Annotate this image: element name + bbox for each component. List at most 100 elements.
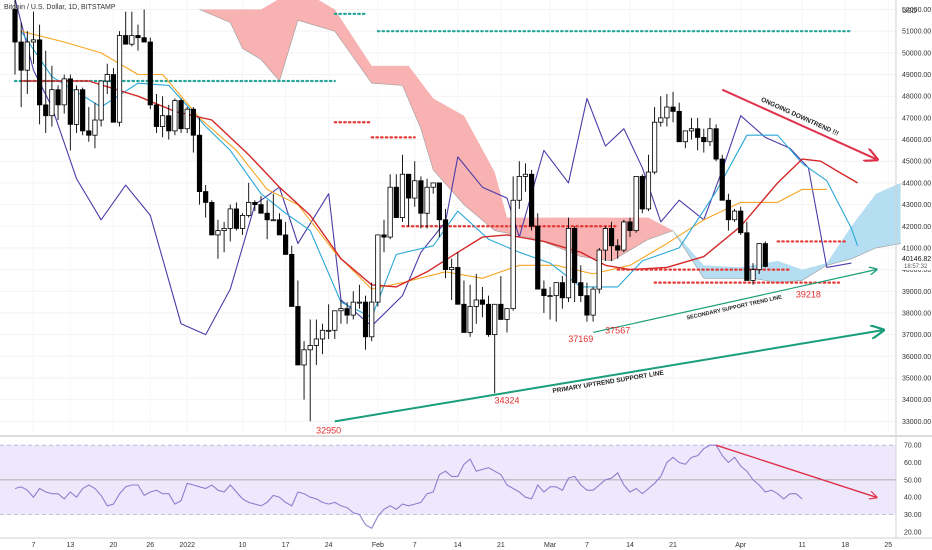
candle — [86, 107, 92, 142]
bearish-candle-body — [670, 106, 676, 112]
time-tick-label: 7 — [31, 542, 35, 549]
purple-indicator-line — [14, 0, 852, 336]
candle — [239, 213, 246, 235]
price-axis[interactable]: 33000.00 34000.00 35000.00 36000.00 37000.00… — [902, 7, 931, 426]
bullish-candle-body — [221, 228, 227, 231]
candle — [547, 286, 553, 320]
bearish-candle-body — [86, 130, 92, 136]
candle — [110, 68, 116, 123]
candle — [608, 221, 615, 261]
price-tick-label: 39000.00 — [902, 289, 931, 296]
bearish-candle-body — [461, 303, 467, 333]
candle — [246, 182, 252, 218]
price-tick-label: 42000.00 — [902, 224, 931, 231]
time-tick-label: 20 — [110, 542, 118, 549]
rsi-tick-label: 70.00 — [904, 443, 922, 450]
time-axis[interactable]: 7 13 20 26 2022 10 17 24 Feb 7 14 21 Mar 7 14 21 Apr 11 18… — [31, 542, 892, 549]
time-tick-label: 10 — [239, 542, 247, 549]
bearish-candle-body — [55, 89, 61, 106]
candle — [535, 213, 541, 290]
candle — [584, 282, 590, 322]
last-price-box — [898, 254, 932, 270]
bullish-candle-body — [633, 176, 639, 231]
candle — [209, 200, 215, 236]
candle — [442, 208, 449, 279]
price-tick-label: 49000.00 — [902, 72, 931, 79]
price-tick-label: 40000.00 — [902, 267, 931, 274]
time-tick-label: 14 — [454, 542, 462, 549]
candle — [344, 302, 350, 324]
bullish-candle-body — [645, 171, 652, 210]
bullish-candle-body — [313, 338, 319, 346]
candle — [510, 176, 516, 311]
low-price-label: 34324 — [494, 396, 519, 406]
rsi-tick-label: 20.00 — [904, 529, 922, 536]
candle — [578, 265, 584, 303]
rsi-axis[interactable]: 20.00 30.00 40.00 50.00 60.00 70.00 — [904, 443, 922, 537]
bearish-candle-body — [584, 295, 590, 316]
price-tick-label: 50000.00 — [902, 50, 931, 57]
price-tick-label: 47000.00 — [902, 115, 931, 122]
candle — [319, 323, 326, 355]
candle — [184, 107, 190, 134]
price-tick-label: 43000.00 — [902, 202, 931, 209]
trend-line — [592, 270, 876, 334]
candle — [731, 208, 738, 222]
candle — [381, 219, 387, 253]
time-tick-label: 2022 — [179, 542, 195, 549]
candle — [596, 247, 602, 294]
candle — [762, 241, 768, 268]
candle — [461, 280, 467, 333]
candle — [282, 221, 289, 255]
candle — [455, 252, 461, 305]
bullish-candle-body — [129, 35, 135, 45]
candle — [559, 276, 565, 309]
bullish-candle-body — [664, 106, 670, 119]
candle — [615, 239, 621, 259]
candle — [12, 0, 18, 75]
price-tick-label: 41000.00 — [902, 245, 931, 252]
bearish-candle-body — [529, 173, 535, 227]
time-tick-label: 26 — [146, 542, 154, 549]
rsi-tick-label: 40.00 — [904, 495, 922, 502]
price-pane-background — [0, 0, 896, 432]
bullish-candle-body — [326, 329, 332, 332]
candle — [707, 117, 713, 147]
bullish-candle-body — [356, 301, 363, 304]
bearish-candle-body — [166, 115, 172, 132]
candle — [362, 295, 369, 350]
bearish-candle-body — [276, 219, 283, 236]
bearish-candle-body — [190, 108, 196, 136]
rsi-line — [14, 444, 803, 530]
bullish-candle-body — [602, 228, 609, 251]
bearish-candle-body — [762, 243, 768, 267]
bearish-candle-body — [744, 232, 750, 281]
bearish-candle-body — [738, 210, 744, 234]
candle — [412, 161, 418, 207]
bearish-candle-body — [479, 299, 486, 305]
candle — [227, 204, 233, 242]
bearish-candle-body — [535, 225, 541, 290]
candle — [405, 173, 412, 227]
bearish-candle-body — [436, 182, 442, 221]
bearish-candle-body — [676, 110, 682, 143]
candle — [387, 174, 393, 240]
bearish-candle-body — [498, 303, 504, 320]
candle — [147, 37, 153, 110]
bearish-candle-body — [264, 212, 270, 221]
bullish-candle-body — [430, 182, 436, 188]
candlestick-series[interactable] — [12, 0, 768, 422]
candle — [295, 280, 301, 366]
bullish-candle-body — [332, 310, 338, 331]
candle — [418, 176, 424, 229]
rsi-pane[interactable] — [0, 444, 896, 530]
candle — [55, 85, 61, 121]
price-tick-label: 46000.00 — [902, 137, 931, 144]
candle — [498, 276, 504, 320]
candle — [98, 80, 104, 127]
bullish-candle-body — [307, 345, 313, 351]
bullish-candle-body — [473, 299, 479, 307]
bearish-candle-body — [485, 303, 492, 336]
